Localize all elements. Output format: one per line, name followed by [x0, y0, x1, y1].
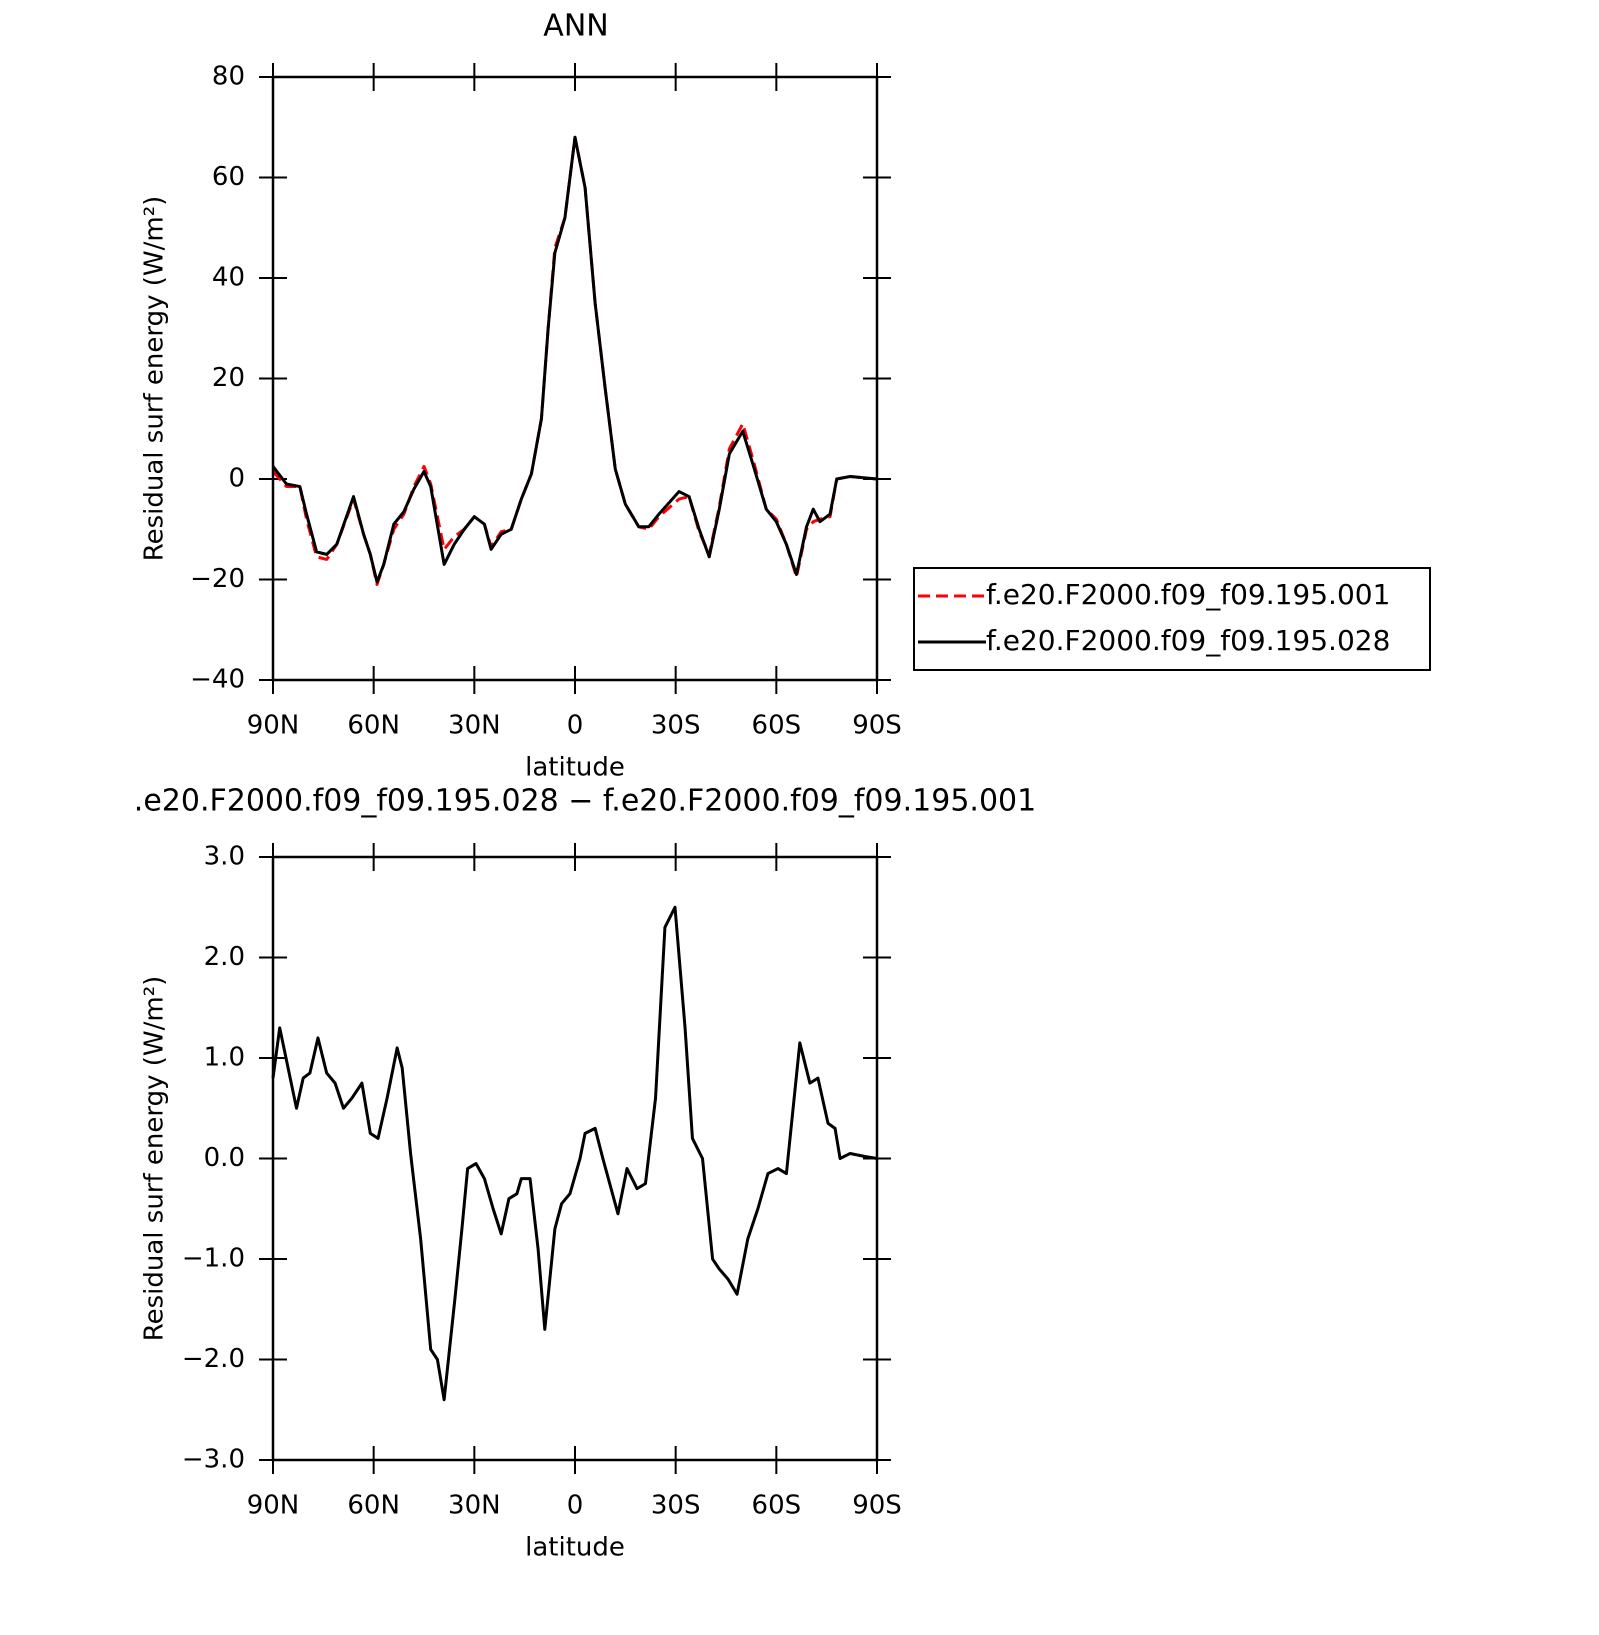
x-tick-label: 90N: [247, 1491, 300, 1521]
x-tick-label: 30S: [651, 711, 701, 741]
y-tick-label: 20: [212, 363, 245, 393]
y-tick-label: −3.0: [182, 1445, 245, 1475]
x-tick-label: 90S: [852, 711, 902, 741]
x-tick-label: 60S: [752, 711, 802, 741]
x-tick-label: 90S: [852, 1491, 902, 1521]
x-tick-label: 30S: [651, 1491, 701, 1521]
y-tick-label: 3.0: [204, 842, 245, 872]
x-tick-label: 60N: [347, 711, 400, 741]
y-tick-label: 40: [212, 263, 245, 293]
y-tick-label: 2.0: [204, 942, 245, 972]
legend-label: f.e20.F2000.f09_f09.195.028: [986, 624, 1390, 657]
y-tick-label: 0.0: [204, 1143, 245, 1173]
y-axis-label: Residual surf energy (W/m²): [140, 196, 170, 562]
y-tick-label: 1.0: [204, 1043, 245, 1073]
x-axis-label: latitude: [525, 753, 625, 783]
data-line: [271, 135, 878, 584]
legend-label: f.e20.F2000.f09_f09.195.001: [986, 578, 1390, 611]
plot-frame: [271, 75, 879, 682]
x-axis-label: latitude: [525, 1533, 625, 1563]
y-tick-label: 80: [212, 62, 245, 92]
chart-title: ANN: [543, 9, 608, 44]
y-tick-label: −20: [190, 564, 245, 594]
x-tick-label: 30N: [448, 1491, 501, 1521]
x-tick-label: 90N: [247, 711, 300, 741]
y-tick-label: 60: [212, 162, 245, 192]
y-tick-label: 0: [228, 464, 245, 494]
legend-box: [913, 567, 1431, 671]
x-tick-label: 60N: [347, 1491, 400, 1521]
x-tick-label: 60S: [752, 1491, 802, 1521]
x-tick-label: 0: [567, 711, 584, 741]
y-tick-label: −2.0: [182, 1344, 245, 1374]
data-line: [271, 135, 878, 587]
data-line: [271, 905, 878, 1402]
chart-title: .e20.F2000.f09_f09.195.028 − f.e20.F2000…: [134, 784, 1036, 819]
y-tick-label: −40: [190, 665, 245, 695]
y-axis-label: Residual surf energy (W/m²): [140, 976, 170, 1342]
plot-frame: [271, 855, 879, 1462]
y-tick-label: −1.0: [182, 1244, 245, 1274]
x-tick-label: 0: [567, 1491, 584, 1521]
x-tick-label: 30N: [448, 711, 501, 741]
